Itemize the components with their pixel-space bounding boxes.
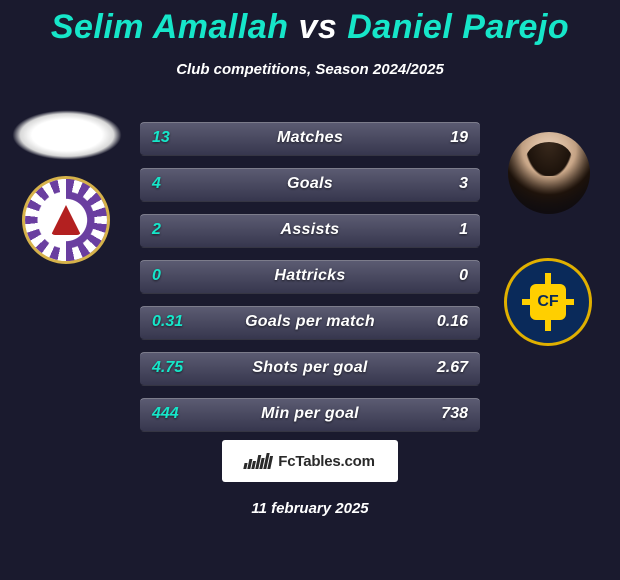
stats-table: 13 Matches 19 4 Goals 3 2 Assists 1 0 Ha… (140, 122, 480, 444)
stat-row: 4.75 Shots per goal 2.67 (140, 352, 480, 386)
badge-initials: CF (530, 284, 566, 320)
logo-text: FcTables.com (278, 453, 375, 470)
snapshot-date: 11 february 2025 (0, 500, 620, 517)
stat-row: 2 Assists 1 (140, 214, 480, 248)
stat-row: 0.31 Goals per match 0.16 (140, 306, 480, 340)
subtitle: Club competitions, Season 2024/2025 (0, 61, 620, 78)
stat-label: Hattricks (140, 267, 480, 285)
stat-right-value: 19 (450, 129, 468, 147)
stat-right-value: 1 (459, 221, 468, 239)
player2-name: Daniel Parejo (347, 8, 569, 46)
logo-bars-icon (244, 453, 274, 469)
fctables-logo: FcTables.com (222, 440, 398, 482)
comparison-title: Selim Amallah vs Daniel Parejo (0, 0, 620, 47)
stat-label: Goals per match (140, 313, 480, 331)
stat-label: Goals (140, 175, 480, 193)
player2-club-badge: CF (504, 258, 592, 346)
stat-right-value: 2.67 (437, 359, 468, 377)
stat-right-value: 738 (441, 405, 468, 423)
player1-club-badge (22, 176, 110, 264)
player2-avatar (508, 132, 590, 214)
stat-label: Min per goal (140, 405, 480, 423)
stat-row: 444 Min per goal 738 (140, 398, 480, 432)
player1-avatar (12, 110, 122, 160)
stat-right-value: 3 (459, 175, 468, 193)
stat-label: Assists (140, 221, 480, 239)
stat-label: Matches (140, 129, 480, 147)
vs-label: vs (298, 8, 337, 46)
stat-right-value: 0.16 (437, 313, 468, 331)
stat-right-value: 0 (459, 267, 468, 285)
stat-row: 4 Goals 3 (140, 168, 480, 202)
stat-row: 13 Matches 19 (140, 122, 480, 156)
stat-row: 0 Hattricks 0 (140, 260, 480, 294)
player1-name: Selim Amallah (51, 8, 289, 46)
stat-label: Shots per goal (140, 359, 480, 377)
